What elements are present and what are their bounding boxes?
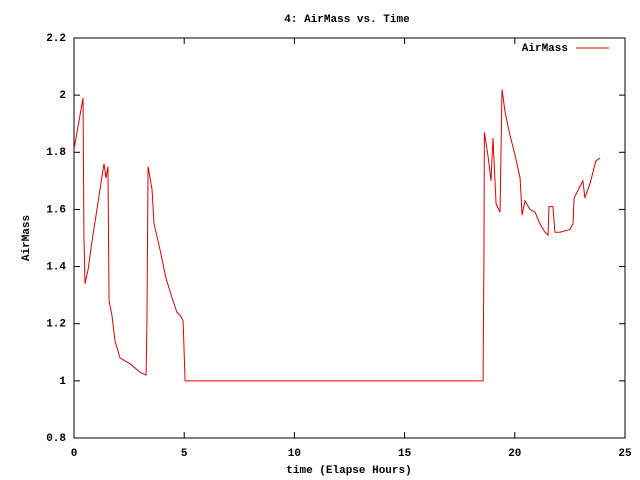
y-tick-label: 1.4 bbox=[46, 261, 66, 273]
y-tick-label: 1 bbox=[59, 376, 66, 388]
chart-title: 4: AirMass vs. Time bbox=[284, 14, 410, 26]
x-axis-label: time (Elapse Hours) bbox=[286, 465, 411, 477]
data-line bbox=[73, 89, 601, 382]
y-tick-label: 1.2 bbox=[46, 319, 66, 331]
plot-frame bbox=[73, 37, 626, 439]
y-tick-label: 1.6 bbox=[46, 204, 66, 216]
y-tick-label: 2.2 bbox=[46, 33, 66, 45]
x-tick-label: 15 bbox=[398, 448, 412, 460]
y-tick-label: 0.8 bbox=[46, 433, 66, 445]
legend-label: AirMass bbox=[522, 43, 568, 55]
x-tick-label: 20 bbox=[508, 448, 521, 460]
x-tick-label: 25 bbox=[618, 448, 632, 460]
y-axis-label: AirMass bbox=[21, 215, 33, 261]
y-tick-label: 2 bbox=[59, 90, 66, 102]
x-tick-label: 10 bbox=[288, 448, 301, 460]
y-tick-label: 1.8 bbox=[46, 147, 66, 159]
x-tick-label: 5 bbox=[181, 448, 188, 460]
x-tick-label: 0 bbox=[71, 448, 78, 460]
